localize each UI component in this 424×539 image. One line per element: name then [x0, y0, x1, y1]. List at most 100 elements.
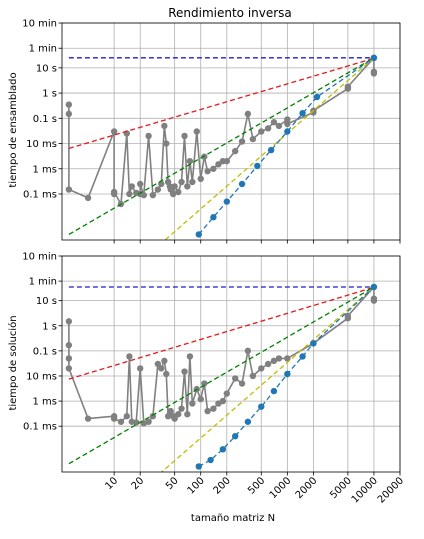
data-point-measured [201, 380, 208, 387]
data-point-measured [249, 372, 257, 380]
data-point-measured [161, 357, 168, 365]
data-point-measured [171, 183, 178, 190]
data-point-ref-quartic [370, 283, 378, 291]
solution-y-axis-label: tiempo de solución [7, 315, 19, 410]
data-point-ref-quartic [207, 456, 214, 464]
data-point-measured [161, 122, 168, 130]
data-point-measured [65, 110, 73, 118]
y-tick-label: 10 ms [26, 371, 57, 382]
data-point-measured [258, 365, 265, 372]
data-point-ref-quartic [195, 463, 203, 470]
data-point-measured [186, 353, 194, 360]
data-point-measured [244, 110, 252, 118]
assembly-x-ticks [113, 240, 401, 244]
data-point-ref-quartic [244, 418, 252, 425]
data-point-measured [140, 191, 147, 199]
series-line-ref-quartic [198, 286, 375, 467]
y-tick-label: 0.1 s [33, 346, 57, 357]
data-point-measured [175, 411, 182, 418]
data-point-measured [84, 194, 92, 202]
solution-y-ticks: 0.1 ms 1 ms 10 ms 0.1 s 1 s 10 s 1 min 10 min [22, 252, 62, 433]
data-point-measured [197, 395, 204, 403]
data-point-measured [171, 415, 178, 422]
series-line-ref-cubic [164, 57, 375, 240]
data-point-measured [238, 380, 246, 387]
data-point-measured [231, 375, 239, 382]
series-line-ref-quartic [198, 57, 375, 235]
data-point-ref-quartic [284, 370, 291, 378]
data-point-measured [270, 119, 278, 126]
data-point-ref-quartic [299, 109, 306, 117]
data-point-measured [284, 355, 291, 362]
data-point-measured [370, 297, 378, 304]
data-point-ref-quartic [258, 403, 265, 410]
data-point-measured [128, 183, 136, 190]
data-point-measured [84, 415, 92, 422]
data-point-measured [65, 318, 73, 325]
data-point-measured [178, 178, 185, 186]
data-point-ref-quartic [310, 340, 317, 347]
data-point-measured [145, 132, 152, 140]
data-point-measured [284, 120, 291, 128]
series-line-ref-linear [68, 286, 375, 380]
data-point-measured [163, 370, 170, 378]
data-point-measured [126, 353, 133, 360]
x-axis-label: tamaño matriz N [191, 513, 275, 524]
data-point-measured [193, 128, 200, 135]
y-tick-label: 10 s [36, 296, 57, 307]
data-point-measured [133, 419, 140, 426]
data-point-measured [270, 357, 278, 365]
data-point-measured [370, 70, 378, 77]
data-point-measured [137, 365, 144, 372]
data-point-ref-quartic [195, 231, 203, 238]
data-point-measured [231, 147, 239, 155]
data-point-measured [249, 135, 257, 143]
assembly-series [65, 54, 378, 240]
data-point-ref-quartic [219, 446, 227, 453]
data-point-ref-quartic [284, 128, 291, 135]
data-point-measured [154, 186, 162, 193]
data-point-measured [175, 188, 182, 196]
data-point-measured [189, 178, 196, 186]
data-point-measured [123, 413, 130, 420]
data-point-measured [210, 405, 217, 412]
data-point-measured [264, 360, 272, 368]
series-line-ref-quadratic [68, 57, 375, 235]
assembly-y-axis-label: tiempo de ensamblado [8, 72, 19, 187]
data-point-ref-quartic [267, 146, 275, 154]
data-point-measured [110, 188, 118, 196]
data-point-measured [275, 122, 283, 130]
data-point-measured [65, 101, 73, 108]
data-point-measured [215, 161, 222, 168]
data-point-measured [110, 128, 118, 135]
data-point-ref-quartic [313, 93, 321, 101]
data-point-ref-quartic [270, 387, 278, 395]
data-point-measured [167, 407, 174, 415]
y-tick-label: 1 ms [33, 164, 58, 175]
chart-title: Rendimiento inversa [168, 6, 292, 20]
assembly-axes-frame [61, 22, 401, 241]
solution-axes-frame [61, 255, 401, 473]
y-tick-label: 1 min [29, 277, 57, 288]
data-point-measured [238, 138, 246, 145]
y-tick-label: 0.1 ms [23, 422, 57, 433]
data-point-measured [223, 157, 231, 165]
data-point-ref-quartic [254, 162, 261, 170]
data-point-measured [117, 418, 125, 425]
data-point-ref-quartic [238, 180, 246, 188]
data-point-measured [110, 415, 118, 422]
data-point-measured [181, 368, 188, 375]
data-point-measured [149, 191, 157, 199]
data-point-measured [244, 347, 252, 355]
data-point-measured [126, 190, 133, 198]
data-point-ref-quartic [299, 353, 306, 360]
data-point-ref-quartic [223, 198, 231, 205]
data-point-measured [184, 411, 191, 418]
assembly-time-panel: 0.1 ms 1 ms 10 ms 0.1 s 1 s 10 s 1 min 10 min R… [8, 6, 401, 244]
data-point-measured [154, 360, 162, 368]
data-point-measured [189, 400, 196, 407]
data-point-ref-quartic [370, 54, 378, 62]
solution-grid [62, 255, 401, 472]
